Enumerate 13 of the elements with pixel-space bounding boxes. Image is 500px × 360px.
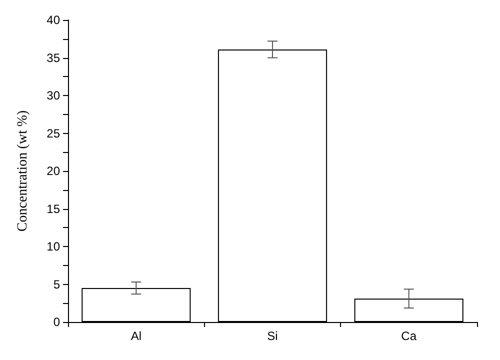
y-tick-label: 20 <box>46 164 60 178</box>
x-tick-label: Ca <box>401 329 417 343</box>
y-axis-title: Concentration (wt %) <box>16 110 30 232</box>
y-tick-label: 30 <box>46 88 60 102</box>
y-tick-label: 15 <box>46 202 60 216</box>
y-tick-label: 0 <box>53 315 60 329</box>
y-tick-label: 5 <box>53 277 60 292</box>
y-tick-label: 10 <box>46 240 60 254</box>
y-tick-label: 35 <box>46 50 60 65</box>
y-tick-label: 40 <box>46 13 60 27</box>
y-tick-label: 25 <box>46 126 60 140</box>
x-tick-label: Al <box>130 329 142 343</box>
x-tick-label: Si <box>267 329 278 343</box>
